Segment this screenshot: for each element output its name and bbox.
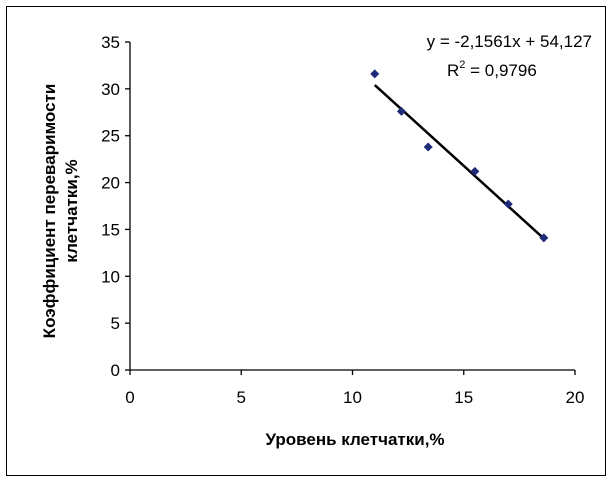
data-point-3 (423, 142, 433, 152)
x-tick-label: 5 (237, 388, 246, 407)
data-point-6 (539, 233, 549, 243)
r-squared-exponent: 2 (459, 59, 465, 71)
y-axis-title-line2: клетчатки,% (62, 159, 81, 262)
data-points (370, 69, 549, 243)
x-tick-label: 15 (454, 388, 473, 407)
y-tick-label: 15 (101, 220, 120, 239)
x-tick-label: 10 (343, 388, 362, 407)
r-squared-label: R2 = 0,9796 (447, 59, 537, 80)
r-squared-value: = 0,9796 (465, 61, 536, 80)
x-axis-ticks: 0 5 10 15 20 (125, 370, 584, 407)
data-point-5 (503, 199, 513, 209)
trendline (373, 84, 545, 240)
scatter-chart: 0 5 10 15 20 25 30 35 0 5 10 15 20 y = -2,1561x + 5… (40, 32, 592, 449)
x-axis-title: Уровень клетчатки,% (265, 430, 444, 449)
chart-frame: 0 5 10 15 20 25 30 35 0 5 10 15 20 y = -2,1561x + 5… (6, 6, 606, 476)
y-tick-label: 10 (101, 267, 120, 286)
y-tick-label: 0 (111, 361, 120, 380)
y-tick-label: 35 (101, 33, 120, 52)
y-tick-label: 20 (101, 174, 120, 193)
trendline-equation: y = -2,1561x + 54,127 (427, 32, 592, 51)
y-tick-label: 5 (111, 314, 120, 333)
x-tick-label: 20 (566, 388, 585, 407)
r-squared-symbol: R (447, 61, 459, 80)
data-point-2 (396, 106, 406, 116)
y-tick-label: 25 (101, 127, 120, 146)
y-axis-title-line1: Коэффициент переваримости (40, 84, 59, 339)
x-tick-label: 0 (125, 388, 134, 407)
data-point-4 (470, 166, 480, 176)
y-axis-ticks: 0 5 10 15 20 25 30 35 (101, 33, 130, 380)
y-tick-label: 30 (101, 80, 120, 99)
data-point-1 (370, 69, 380, 79)
